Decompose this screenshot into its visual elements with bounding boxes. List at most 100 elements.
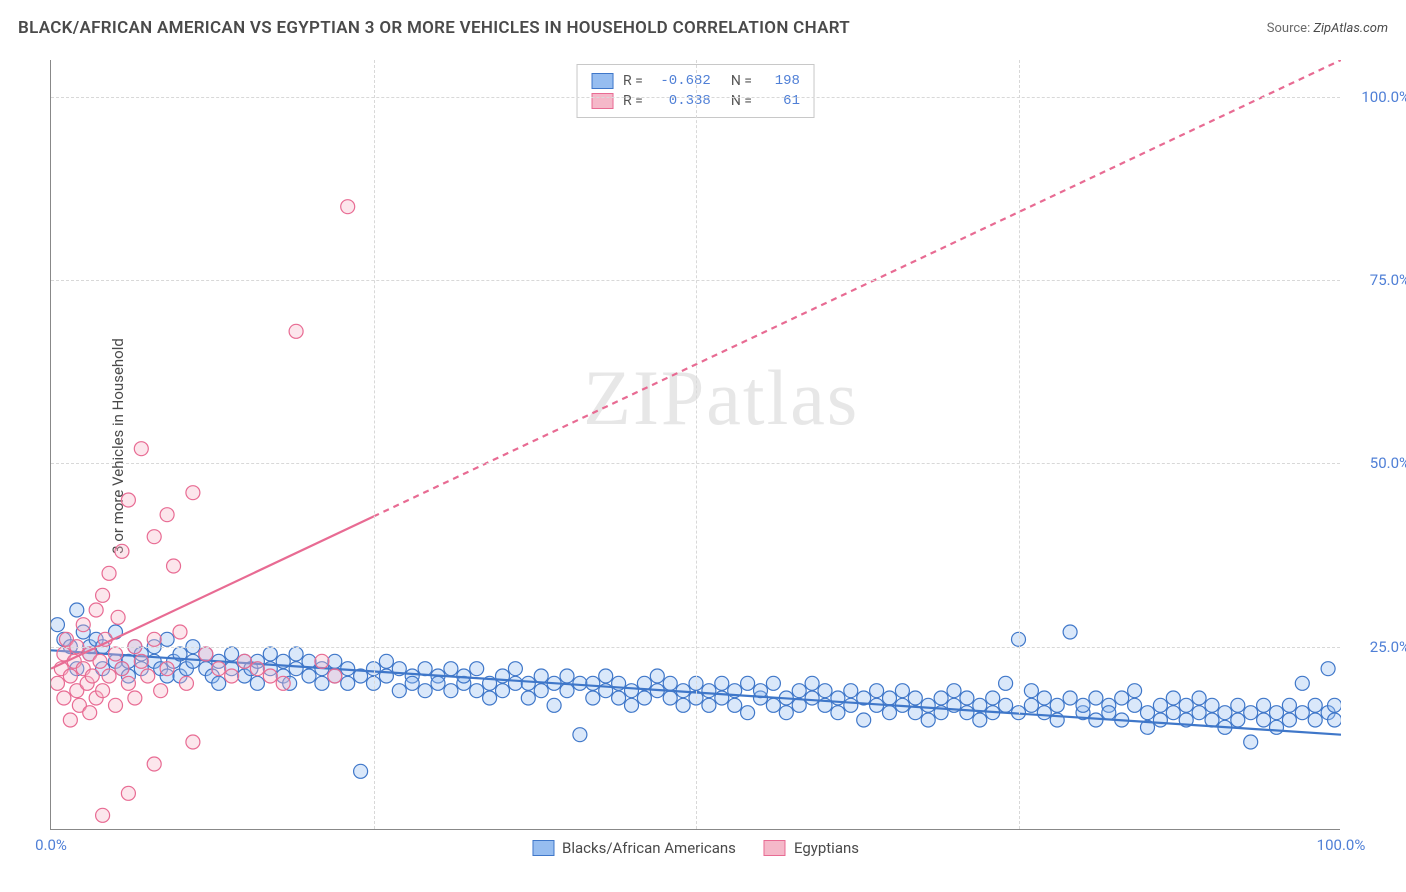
scatter-point — [431, 676, 445, 690]
scatter-point — [102, 566, 116, 580]
scatter-point — [1308, 713, 1322, 727]
scatter-point — [109, 698, 123, 712]
scatter-point — [405, 676, 419, 690]
scatter-point — [805, 691, 819, 705]
legend-swatch — [591, 73, 613, 89]
scatter-point — [999, 698, 1013, 712]
scatter-point — [908, 691, 922, 705]
scatter-point — [883, 691, 897, 705]
scatter-point — [63, 669, 77, 683]
scatter-point — [766, 676, 780, 690]
scatter-point — [715, 676, 729, 690]
scatter-point — [444, 684, 458, 698]
scatter-point — [1037, 691, 1051, 705]
scatter-point — [986, 691, 1000, 705]
scatter-point — [1024, 698, 1038, 712]
scatter-point — [1282, 698, 1296, 712]
legend-n-value: 198 — [762, 73, 800, 89]
scatter-point — [573, 728, 587, 742]
scatter-point — [1166, 691, 1180, 705]
scatter-point — [1218, 706, 1232, 720]
scatter-point — [160, 508, 174, 522]
scatter-point — [1295, 676, 1309, 690]
scatter-point — [76, 618, 90, 632]
scatter-point — [496, 684, 510, 698]
scatter-point — [1244, 735, 1258, 749]
legend-r-label: R = — [623, 93, 643, 109]
legend-r-value: -0.682 — [653, 73, 711, 89]
scatter-point — [444, 662, 458, 676]
scatter-point — [315, 654, 329, 668]
scatter-point — [167, 559, 181, 573]
scatter-point — [728, 698, 742, 712]
scatter-point — [51, 618, 64, 632]
scatter-point — [250, 662, 264, 676]
scatter-point — [341, 676, 355, 690]
scatter-point — [560, 684, 574, 698]
scatter-point — [93, 654, 107, 668]
scatter-point — [625, 698, 639, 712]
scatter-point — [341, 200, 355, 214]
scatter-point — [51, 676, 64, 690]
y-tick-label: 75.0% — [1350, 271, 1406, 289]
scatter-point — [560, 669, 574, 683]
scatter-point — [1192, 691, 1206, 705]
scatter-point — [121, 786, 135, 800]
scatter-point — [212, 662, 226, 676]
scatter-point — [947, 684, 961, 698]
scatter-point — [702, 698, 716, 712]
scatter-point — [1270, 720, 1284, 734]
scatter-point — [179, 676, 193, 690]
scatter-point — [973, 713, 987, 727]
scatter-point — [1024, 684, 1038, 698]
scatter-point — [96, 808, 110, 822]
scatter-point — [883, 706, 897, 720]
scatter-point — [1257, 698, 1271, 712]
scatter-point — [534, 669, 548, 683]
plot-area: ZIPatlas R =-0.682N =198R =0.338N =61 Bl… — [50, 60, 1340, 830]
scatter-point — [766, 698, 780, 712]
scatter-point — [1328, 713, 1341, 727]
scatter-point — [147, 530, 161, 544]
scatter-point — [508, 662, 522, 676]
scatter-point — [302, 669, 316, 683]
legend-r-value: 0.338 — [653, 93, 711, 109]
x-tick-label: 0.0% — [35, 836, 67, 854]
y-tick-label: 25.0% — [1350, 638, 1406, 656]
scatter-point — [1037, 706, 1051, 720]
scatter-point — [212, 676, 226, 690]
scatter-point — [89, 603, 103, 617]
gridline-v — [696, 60, 697, 829]
scatter-point — [1192, 706, 1206, 720]
scatter-point — [960, 691, 974, 705]
scatter-point — [650, 669, 664, 683]
source-name: ZipAtlas.com — [1313, 21, 1388, 36]
scatter-point — [263, 669, 277, 683]
scatter-point — [1205, 698, 1219, 712]
scatter-point — [741, 676, 755, 690]
scatter-point — [134, 442, 148, 456]
scatter-point — [508, 676, 522, 690]
legend-n-label: N = — [731, 93, 752, 109]
scatter-point — [199, 647, 213, 661]
scatter-point — [999, 676, 1013, 690]
scatter-point — [844, 684, 858, 698]
scatter-point — [115, 662, 129, 676]
scatter-point — [663, 676, 677, 690]
legend-series-label: Egyptians — [794, 839, 859, 857]
scatter-point — [1321, 662, 1335, 676]
scatter-point — [1141, 706, 1155, 720]
scatter-point — [225, 669, 239, 683]
scatter-point — [637, 691, 651, 705]
scatter-point — [612, 691, 626, 705]
scatter-point — [289, 647, 303, 661]
legend-r-label: R = — [623, 73, 643, 89]
scatter-point — [1270, 706, 1284, 720]
scatter-point — [328, 669, 342, 683]
scatter-point — [1128, 684, 1142, 698]
scatter-point — [521, 676, 535, 690]
scatter-point — [225, 647, 239, 661]
scatter-point — [1153, 698, 1167, 712]
scatter-point — [1231, 713, 1245, 727]
scatter-point — [805, 676, 819, 690]
